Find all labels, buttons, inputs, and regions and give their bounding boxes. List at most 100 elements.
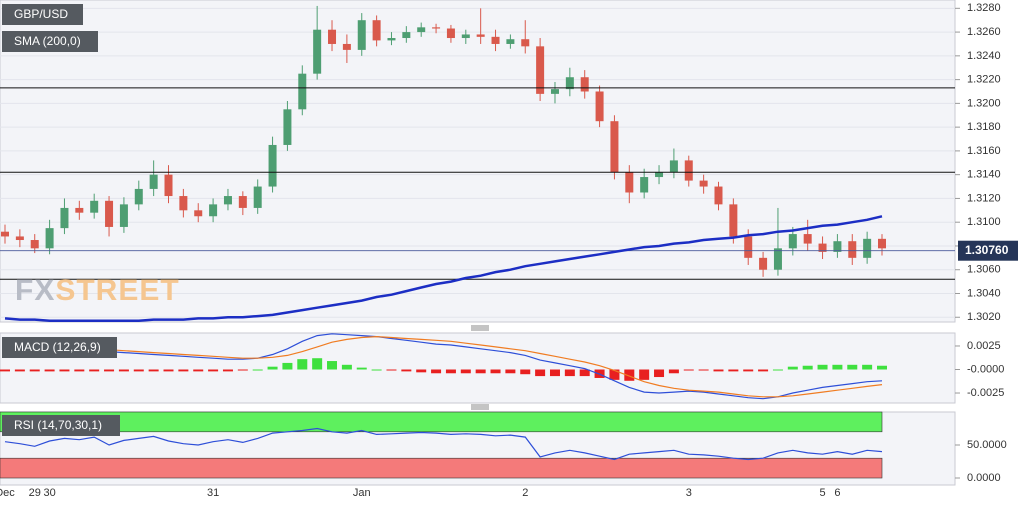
histogram-bar (163, 369, 174, 372)
candle-body (387, 38, 396, 41)
price-panel (0, 0, 956, 323)
candle-body (149, 174, 158, 189)
y-tick-label: -0.0000 (967, 363, 1004, 375)
candle-body (595, 91, 604, 122)
histogram-bar (847, 364, 858, 370)
histogram-bar (356, 367, 367, 370)
histogram-bar (624, 369, 635, 381)
candle-body (744, 236, 753, 258)
candle-body (15, 236, 24, 241)
histogram-bar (713, 369, 724, 372)
histogram-bar (654, 369, 665, 378)
candle-body (536, 46, 545, 94)
candle-body (550, 89, 559, 94)
candle-body (194, 210, 203, 217)
histogram-bar (460, 369, 471, 374)
histogram-bar (445, 369, 456, 374)
y-tick-label: 1.3120 (967, 192, 1001, 204)
x-tick-label: Dec (0, 487, 15, 499)
candle-body (565, 77, 574, 90)
candle-body (372, 20, 381, 41)
histogram-bar (118, 369, 129, 372)
candle-body (625, 172, 634, 193)
candle-body (432, 27, 441, 29)
y-tick-label: 0.0000 (967, 472, 1001, 484)
histogram-bar (683, 369, 694, 371)
y-tick-label: 1.3220 (967, 74, 1001, 86)
candle-body (729, 204, 738, 237)
histogram-bar (609, 369, 620, 380)
histogram-bar (178, 369, 189, 372)
histogram-bar (14, 369, 25, 372)
candle-body (60, 207, 69, 229)
candle-body (417, 27, 426, 33)
histogram-bar (817, 364, 828, 370)
x-tick-label: 31 (207, 487, 219, 499)
macd-line (5, 333, 883, 400)
symbol-tag (2, 4, 83, 25)
candle-body (580, 77, 589, 92)
candle-body (105, 200, 114, 227)
histogram-bar (728, 369, 739, 372)
histogram-bar (193, 369, 204, 372)
histogram-bar (252, 369, 263, 371)
y-tick-label: 1.3260 (967, 26, 1001, 38)
candle-body (342, 43, 351, 50)
candle-body (283, 109, 292, 145)
candle-body (223, 196, 232, 205)
sma-label: SMA (200,0) (14, 34, 81, 48)
histogram-bar (743, 369, 754, 372)
candle-body (179, 196, 188, 211)
candle-body (714, 186, 723, 205)
histogram-bar (341, 364, 352, 370)
histogram-bar (297, 359, 308, 370)
candle-body (788, 234, 797, 249)
candle-body (119, 204, 128, 227)
histogram-bar (787, 366, 798, 370)
x-tick-label: 2 (522, 487, 528, 499)
rsi-label: RSI (14,70,30,1) (14, 418, 102, 432)
histogram-bar (267, 366, 278, 370)
histogram-bar (490, 369, 501, 374)
histogram-bar (416, 369, 427, 373)
candle-body (818, 243, 827, 252)
y-tick-label: 1.3060 (967, 264, 1001, 276)
candle-body (610, 121, 619, 173)
histogram-bar (772, 369, 783, 371)
histogram-bar (505, 369, 516, 374)
candle-body (878, 238, 886, 249)
resize-handle[interactable] (471, 325, 489, 410)
y-tick-label: 1.3160 (967, 145, 1001, 157)
y-tick-label: 1.3200 (967, 97, 1001, 109)
histogram-bar (639, 369, 650, 380)
histogram-bar (29, 369, 40, 372)
candle-body (90, 200, 99, 213)
candle-body (238, 196, 247, 208)
histogram-bar (431, 369, 442, 374)
candle-body (521, 39, 530, 47)
candle-body (640, 177, 649, 193)
rsi-band (0, 411, 883, 433)
x-tick-label: Jan (353, 487, 371, 499)
y-tick-label: 50.0000 (967, 439, 1007, 451)
sma-tag (2, 31, 98, 52)
histogram-bar (475, 369, 486, 374)
histogram-bar (401, 369, 412, 372)
x-tick-label: 29 (29, 487, 41, 499)
y-tick-label: 1.3020 (967, 311, 1001, 323)
y-tick-label: 1.3280 (967, 2, 1001, 14)
watermark-fx: FX (15, 274, 55, 307)
sma-line (4, 215, 883, 323)
candle-body (45, 228, 54, 249)
y-tick-label: 1.3040 (967, 287, 1001, 299)
candle-body (461, 34, 470, 39)
macd-tag (2, 337, 117, 358)
x-tick-label: 5 (819, 487, 825, 499)
current-price-label: 1.30760 (965, 243, 1009, 257)
histogram-bar (668, 369, 679, 374)
candle-body (298, 73, 307, 110)
histogram-bar (0, 369, 10, 372)
histogram-bar (133, 369, 144, 372)
